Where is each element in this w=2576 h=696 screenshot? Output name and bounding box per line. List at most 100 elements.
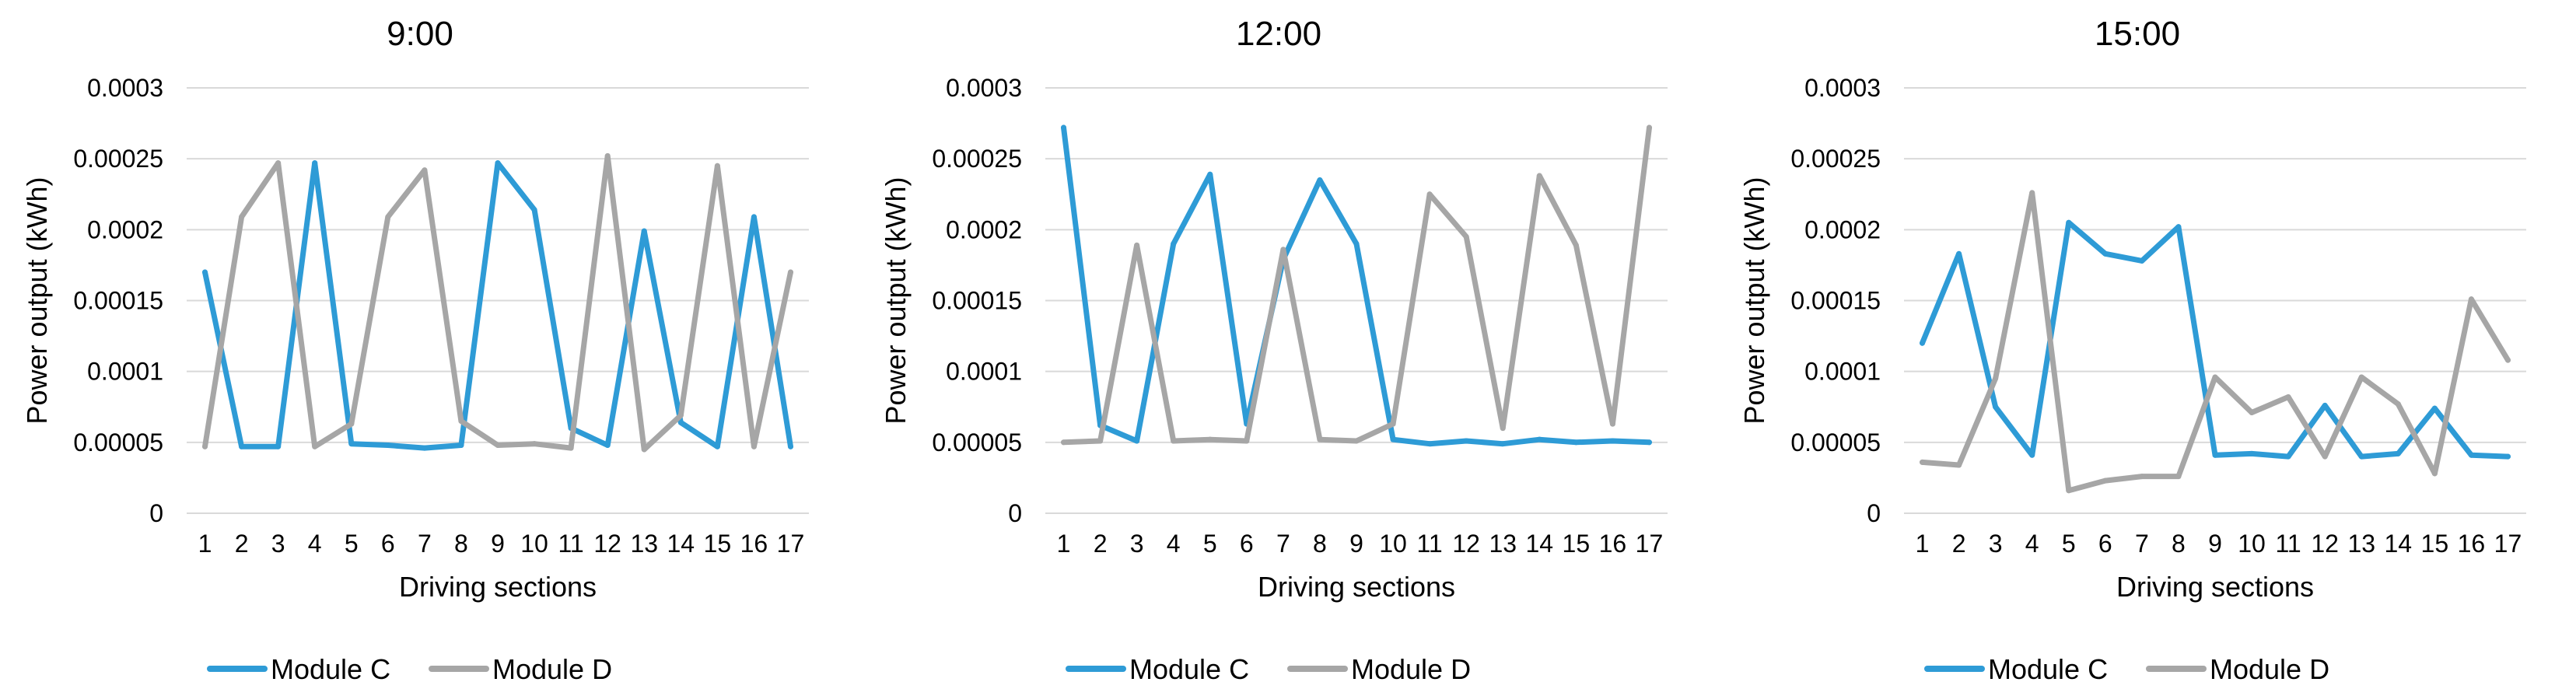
x-tick-label: 7 bbox=[2135, 530, 2149, 558]
y-tick-label: 0.0003 bbox=[946, 74, 1022, 102]
data-point bbox=[312, 160, 318, 166]
y-tick-label: 0.00025 bbox=[932, 145, 1022, 173]
data-point bbox=[2285, 393, 2291, 400]
x-tick-label: 10 bbox=[1379, 530, 1407, 558]
y-tick-label: 0.00015 bbox=[932, 287, 1022, 315]
x-tick-label: 11 bbox=[558, 530, 584, 558]
legend-label: Module D bbox=[1351, 653, 1471, 685]
data-point bbox=[1500, 441, 1506, 447]
x-tick-label: 9 bbox=[2208, 530, 2222, 558]
y-tick-label: 0.00005 bbox=[1790, 428, 1881, 456]
data-point bbox=[1463, 438, 1469, 444]
y-tick-label: 0.0001 bbox=[87, 358, 163, 386]
data-point bbox=[1134, 438, 1140, 444]
data-point bbox=[2102, 477, 2109, 484]
x-axis-label: Driving sections bbox=[399, 571, 597, 603]
data-point bbox=[2322, 453, 2328, 460]
x-tick-label: 14 bbox=[667, 530, 695, 558]
y-tick-label: 0.00005 bbox=[932, 428, 1022, 456]
data-point bbox=[1609, 438, 1615, 444]
y-tick-label: 0 bbox=[1867, 499, 1881, 527]
data-point bbox=[1390, 421, 1396, 427]
chart-svg-9-00: 0 0.00005 0.0001 0.00015 0.0002 0.00025 0.0003… bbox=[21, 15, 809, 685]
x-tick-label: 3 bbox=[1130, 530, 1144, 558]
data-point bbox=[714, 163, 720, 169]
data-point bbox=[1207, 171, 1213, 177]
y-tick-label: 0.0003 bbox=[87, 74, 163, 102]
x-tick-label: 16 bbox=[740, 530, 768, 558]
data-point bbox=[1134, 242, 1140, 248]
data-point bbox=[1317, 177, 1323, 184]
x-tick-label: 17 bbox=[1636, 530, 1664, 558]
x-tick-label: 17 bbox=[2494, 530, 2522, 558]
y-tick-label: 0.0002 bbox=[87, 215, 163, 243]
legend-label: Module D bbox=[492, 653, 612, 685]
x-tick-label: 8 bbox=[1313, 530, 1327, 558]
x-tick-label: 3 bbox=[271, 530, 285, 558]
y-tick-label: 0.00015 bbox=[73, 287, 163, 315]
chart-svg-12-00: 0 0.00005 0.0001 0.00015 0.0002 0.00025 0.0003… bbox=[880, 15, 1668, 685]
chart-svg-15-00: 0 0.00005 0.0001 0.00015 0.0002 0.00025 0.0003… bbox=[1738, 15, 2526, 685]
y-tick-label: 0.0003 bbox=[1804, 74, 1881, 102]
x-tick-label: 12 bbox=[1452, 530, 1480, 558]
legend-label: Module C bbox=[1129, 653, 1249, 685]
data-point bbox=[458, 442, 464, 448]
x-tick-label: 5 bbox=[2062, 530, 2076, 558]
data-point bbox=[495, 160, 501, 166]
y-tick-label: 0 bbox=[1008, 499, 1022, 527]
data-point bbox=[1171, 241, 1177, 247]
x-tick-label: 13 bbox=[2347, 530, 2375, 558]
x-tick-label: 2 bbox=[1952, 530, 1966, 558]
x-tick-label: 4 bbox=[1167, 530, 1181, 558]
data-point bbox=[2395, 450, 2401, 456]
x-tick-label: 6 bbox=[1240, 530, 1254, 558]
data-point bbox=[641, 228, 647, 234]
data-point bbox=[2249, 450, 2255, 456]
data-point bbox=[751, 214, 757, 220]
y-tick-label: 0 bbox=[149, 499, 163, 527]
y-tick-label: 0.0001 bbox=[946, 358, 1022, 386]
data-point bbox=[1646, 439, 1652, 446]
data-point bbox=[1536, 436, 1542, 442]
x-tick-label: 6 bbox=[381, 530, 395, 558]
data-point bbox=[2395, 401, 2401, 407]
data-point bbox=[422, 445, 428, 451]
data-point bbox=[2468, 296, 2474, 303]
data-point bbox=[1061, 124, 1067, 131]
x-tick-label: 16 bbox=[1599, 530, 1627, 558]
data-point bbox=[2431, 405, 2438, 411]
data-point bbox=[531, 207, 537, 213]
x-tick-label: 15 bbox=[2421, 530, 2449, 558]
data-point bbox=[348, 441, 355, 447]
x-tick-label: 12 bbox=[2311, 530, 2339, 558]
data-point bbox=[385, 214, 391, 220]
y-axis-label: Power output (kWh) bbox=[21, 177, 53, 424]
x-tick-label: 9 bbox=[1349, 530, 1363, 558]
x-tick-label: 8 bbox=[2172, 530, 2186, 558]
data-point bbox=[1280, 247, 1286, 253]
x-tick-label: 11 bbox=[2276, 530, 2301, 558]
y-tick-label: 0.0002 bbox=[946, 215, 1022, 243]
chart-panel-15-00: 0 0.00005 0.0001 0.00015 0.0002 0.00025 0.0003… bbox=[1717, 0, 2576, 696]
data-point bbox=[2066, 219, 2072, 226]
legend-label: Module C bbox=[1988, 653, 2108, 685]
series-line-module-d bbox=[1061, 124, 1652, 446]
data-point bbox=[348, 421, 355, 427]
data-point bbox=[2504, 453, 2511, 460]
data-point bbox=[2102, 250, 2109, 257]
y-tick-label: 0.00005 bbox=[73, 428, 163, 456]
series-line-module-d bbox=[202, 153, 793, 453]
data-point bbox=[1171, 438, 1177, 444]
data-point bbox=[1993, 404, 1999, 410]
data-point bbox=[641, 446, 647, 453]
data-point bbox=[1207, 436, 1213, 442]
data-point bbox=[239, 443, 245, 449]
x-tick-label: 5 bbox=[1203, 530, 1217, 558]
data-point bbox=[787, 269, 793, 275]
x-tick-label: 2 bbox=[1094, 530, 1108, 558]
y-tick-label: 0.00015 bbox=[1790, 287, 1881, 315]
data-point bbox=[2139, 474, 2145, 480]
data-point bbox=[1920, 340, 1926, 346]
chart-panel-12-00: 0 0.00005 0.0001 0.00015 0.0002 0.00025 0.0003… bbox=[859, 0, 1717, 696]
